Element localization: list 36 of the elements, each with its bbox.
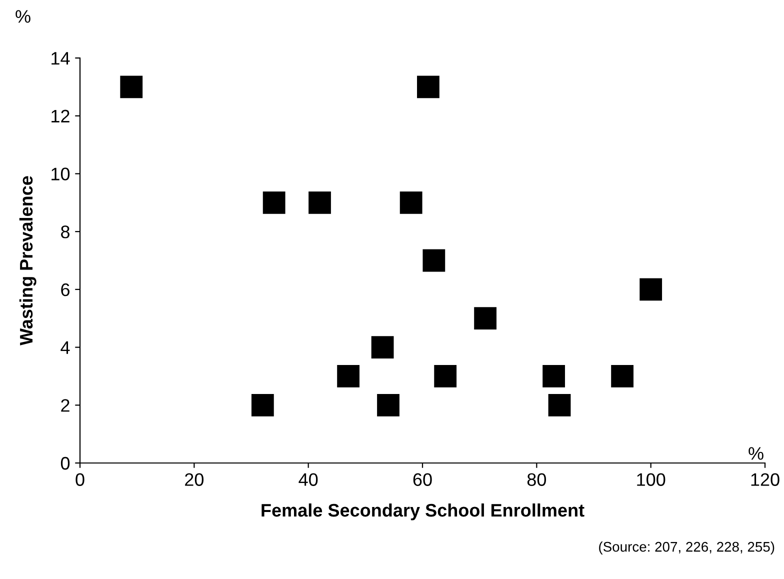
point [371,336,394,358]
point [417,76,440,98]
point [474,307,496,330]
point [251,394,274,416]
point [400,191,422,214]
point [542,365,565,388]
y-tick-label: 12 [52,110,70,122]
x-tick-label: 100 [637,473,666,486]
y-tick-label: 4 [60,341,70,354]
point [422,249,446,272]
x-axis-title: Female Secondary School Enrollment [262,503,584,520]
x-tick-label: 80 [527,473,546,486]
point [308,191,331,214]
point [377,394,400,416]
y-axis-title: Wasting Prevalence [19,176,36,346]
x-tick-label: 40 [298,473,318,486]
annotation: % [748,447,764,460]
text: (Source: 207, 226, 228, 255) [599,542,774,554]
text: % [16,10,30,23]
point [337,365,360,388]
x-tick-label: 20 [185,473,204,486]
y-tick-label: 14 [52,52,70,65]
point [262,191,286,214]
y-tick-label: 2 [61,399,70,412]
point [434,365,457,388]
y-tick-label: 10 [52,168,70,180]
y-tick-label: 6 [61,283,70,296]
point [120,76,143,98]
y-tick-label: 8 [61,226,70,238]
point [548,394,571,416]
x-tick-label: 60 [413,473,432,486]
point [611,365,634,388]
y-tick-label: 0 [60,456,70,470]
x-tick-label: 0 [76,473,84,486]
x-tick-label: 120 [751,473,780,486]
point [640,278,662,301]
